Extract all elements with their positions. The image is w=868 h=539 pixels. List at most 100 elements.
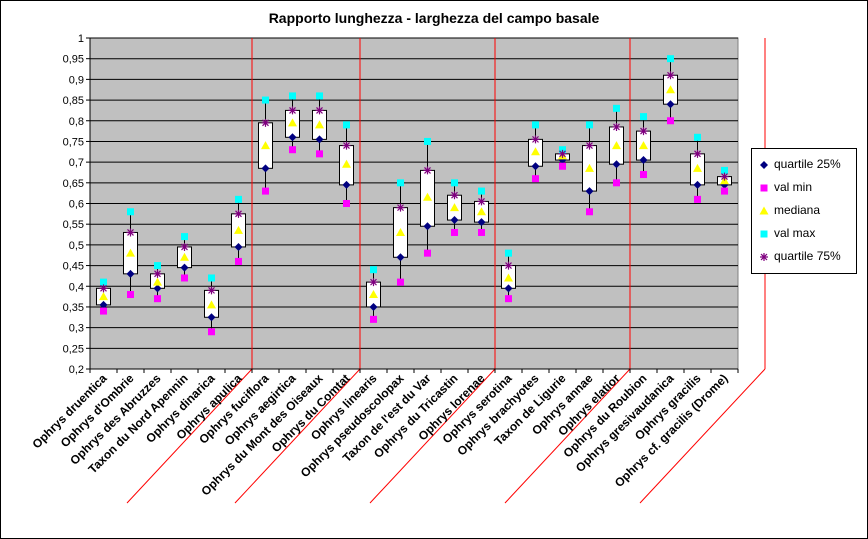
marker-quartile-25- [126, 269, 135, 278]
marker-quartile-25- [288, 133, 297, 142]
marker-val-min [721, 187, 728, 195]
marker-quartile-25- [531, 162, 540, 171]
marker-val-max [559, 146, 566, 154]
marker-quartile-75- [585, 141, 594, 150]
legend-label: mediana [774, 203, 821, 217]
marker-val-min [505, 295, 512, 303]
marker-quartile-25- [153, 284, 162, 293]
marker-val-max [370, 266, 377, 274]
marker-mediana [477, 207, 486, 216]
marker-mediana [423, 192, 432, 201]
marker-val-max [694, 133, 701, 141]
y-tick-label: 0,9 [69, 74, 84, 86]
marker-val-max [613, 104, 620, 112]
legend-label: quartile 75% [774, 249, 841, 263]
y-tick-label: 1 [78, 33, 84, 45]
marker-val-max [397, 179, 404, 187]
marker-quartile-75- [288, 106, 297, 115]
marker-quartile-75- [531, 135, 540, 144]
marker-val-min [181, 274, 188, 282]
marker-mediana [261, 141, 270, 150]
marker-quartile-25- [693, 180, 702, 189]
marker-quartile-75- [639, 127, 648, 136]
marker-val-max [532, 121, 539, 129]
marker-mediana [99, 292, 108, 301]
marker-quartile-25- [342, 180, 351, 189]
marker-val-min [667, 117, 674, 125]
marker-val-max [154, 262, 161, 270]
y-tick-label: 0,65 [63, 178, 84, 190]
legend-marker-shape [760, 161, 768, 169]
y-tick-label: 0,45 [63, 261, 84, 273]
marker-quartile-75- [207, 286, 216, 295]
marker-quartile-75- [504, 261, 513, 270]
y-tick-label: 0,95 [63, 54, 84, 66]
marker-mediana [396, 227, 405, 236]
marker-val-min [586, 208, 593, 216]
marker-quartile-75- [612, 122, 621, 131]
marker-val-max [262, 96, 269, 104]
legend-marker-shape [760, 184, 768, 192]
marker-quartile-25- [207, 313, 216, 322]
marker-mediana [288, 118, 297, 127]
legend-marker [760, 184, 768, 192]
marker-quartile-25- [639, 156, 648, 165]
legend: quartile 25% val min mediana val max quartil… [751, 148, 857, 274]
marker-val-max [181, 233, 188, 241]
marker-val-max [721, 166, 728, 174]
marker-val-max [343, 121, 350, 129]
marker-mediana [180, 252, 189, 261]
marker-val-min [262, 187, 269, 195]
marker-mediana [153, 277, 162, 286]
marker-mediana [612, 141, 621, 150]
marker-mediana [693, 163, 702, 172]
marker-val-min [424, 249, 431, 257]
marker-val-min [532, 175, 539, 183]
marker-quartile-75- [180, 242, 189, 251]
marker-mediana [639, 141, 648, 150]
marker-val-max [208, 274, 215, 282]
marker-quartile-75- [666, 71, 675, 80]
marker-mediana [504, 273, 513, 282]
marker-mediana [585, 163, 594, 172]
marker-quartile-25- [423, 222, 432, 231]
marker-val-max [451, 179, 458, 187]
marker-quartile-25- [612, 160, 621, 169]
legend-marker [760, 253, 768, 261]
marker-val-min [235, 257, 242, 265]
marker-val-max [316, 92, 323, 100]
marker-quartile-25- [666, 100, 675, 109]
marker-val-max [424, 137, 431, 145]
y-tick-label: 0,7 [69, 157, 84, 169]
marker-quartile-25- [396, 253, 405, 262]
marker-val-max [640, 113, 647, 121]
marker-val-min [100, 307, 107, 315]
marker-val-min [694, 195, 701, 203]
marker-quartile-75- [261, 118, 270, 127]
marker-mediana [666, 85, 675, 94]
marker-val-min [370, 315, 377, 323]
legend-label: val max [774, 226, 816, 240]
marker-quartile-25- [585, 187, 594, 196]
marker-quartile-25- [261, 164, 270, 173]
marker-mediana [234, 225, 243, 234]
marker-val-max [667, 55, 674, 63]
marker-quartile-25- [369, 302, 378, 311]
marker-quartile-75- [342, 141, 351, 150]
marker-mediana [315, 120, 324, 129]
legend-label: quartile 25% [774, 157, 841, 171]
chart-title: Rapporto lunghezza - larghezza del campo… [268, 10, 600, 26]
marker-quartile-25- [504, 284, 513, 293]
marker-val-min [640, 171, 647, 179]
marker-quartile-75- [693, 149, 702, 158]
y-tick-label: 0,2 [69, 364, 84, 376]
marker-val-min [316, 150, 323, 158]
marker-val-max [127, 208, 134, 216]
marker-val-min [208, 328, 215, 336]
marker-quartile-75- [315, 106, 324, 115]
marker-mediana [207, 300, 216, 309]
legend-marker-shape [760, 253, 768, 261]
marker-quartile-25- [477, 218, 486, 227]
marker-val-min [154, 295, 161, 303]
y-tick-label: 0,5 [69, 240, 84, 252]
